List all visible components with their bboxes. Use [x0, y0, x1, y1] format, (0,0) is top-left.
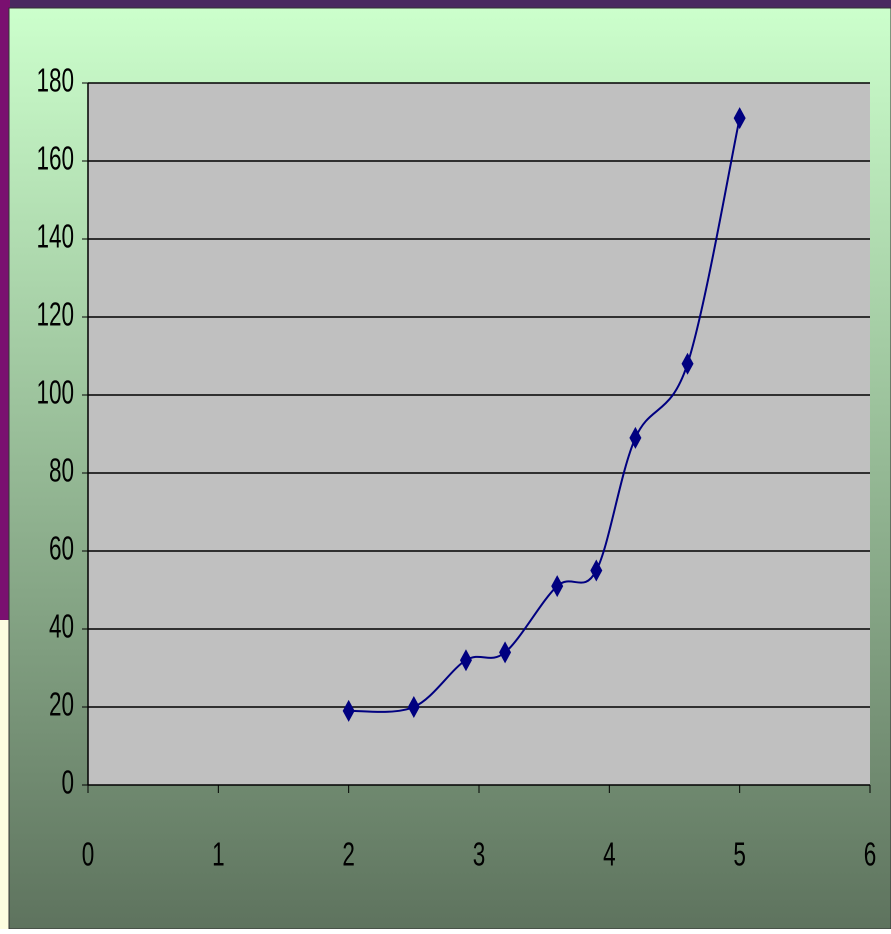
side-bar: [0, 0, 10, 620]
y-tick-label: 100: [36, 373, 74, 410]
marker: [590, 559, 603, 582]
x-tick-label: 4: [603, 835, 616, 872]
marker: [733, 107, 746, 130]
x-tick-label: 1: [212, 835, 225, 872]
y-tick-label: 120: [36, 295, 74, 332]
marker: [551, 575, 564, 598]
y-tick-label: 80: [49, 451, 74, 488]
y-tick-label: 160: [36, 139, 74, 176]
x-tick-label: 6: [864, 835, 877, 872]
x-tick-label: 0: [82, 835, 95, 872]
marker: [681, 352, 694, 375]
marker: [407, 696, 420, 718]
y-tick-label: 0: [61, 763, 74, 800]
marker: [459, 649, 472, 672]
y-tick-label: 140: [36, 217, 74, 254]
y-tick-label: 180: [36, 61, 74, 98]
plot-area: [88, 83, 870, 785]
x-tick-label: 5: [733, 835, 746, 872]
x-tick-label: 3: [473, 835, 486, 872]
x-tick-label: 2: [342, 835, 355, 872]
y-tick-label: 20: [49, 685, 74, 722]
marker: [342, 699, 355, 722]
marker: [629, 426, 642, 449]
top-bar: [0, 0, 891, 8]
marker: [499, 641, 512, 664]
y-tick-label: 60: [49, 529, 74, 566]
y-tick-label: 40: [49, 607, 74, 644]
